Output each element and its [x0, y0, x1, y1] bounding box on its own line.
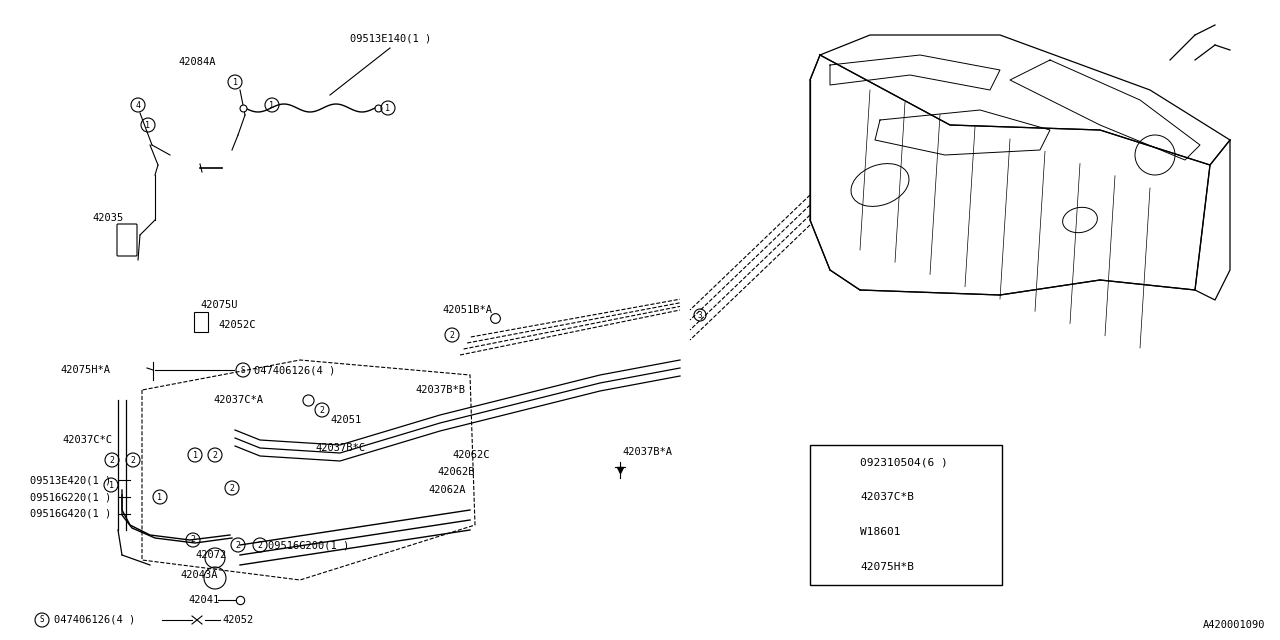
Text: 42062B: 42062B [436, 467, 475, 477]
Text: 1: 1 [233, 77, 238, 86]
Text: 42037B*B: 42037B*B [415, 385, 465, 395]
Text: 2: 2 [236, 541, 241, 550]
Bar [810, 445, 1002, 585]
Text: 42075H*A: 42075H*A [60, 365, 110, 375]
Text: 2: 2 [449, 330, 454, 339]
Text: 2: 2 [229, 483, 234, 493]
Text: 09516G420(1 ): 09516G420(1 ) [29, 509, 111, 519]
Text: 3: 3 [698, 310, 703, 319]
Text: 42062A: 42062A [428, 485, 466, 495]
Text: 4: 4 [136, 100, 141, 109]
Text: S: S [40, 616, 45, 625]
Text: 1: 1 [157, 493, 163, 502]
Text: 42051: 42051 [330, 415, 361, 425]
Text: 42052C: 42052C [218, 320, 256, 330]
Text: A420001090: A420001090 [1202, 620, 1265, 630]
Text: 092310504(6 ): 092310504(6 ) [860, 457, 947, 467]
Text: 1: 1 [146, 120, 151, 129]
Text: 09516G220(1 ): 09516G220(1 ) [29, 492, 111, 502]
Text: 2: 2 [191, 536, 196, 545]
Text: 1: 1 [270, 100, 274, 109]
Text: 4: 4 [828, 562, 835, 572]
Text: 2: 2 [257, 541, 262, 550]
Text: 1: 1 [828, 457, 835, 467]
Text: 42051B*A: 42051B*A [442, 305, 492, 315]
Text: 42072: 42072 [195, 550, 227, 560]
Text: 42037C*B: 42037C*B [860, 492, 914, 502]
Text: 09513E420(1 ): 09513E420(1 ) [29, 475, 111, 485]
Text: 1: 1 [192, 451, 197, 460]
Text: 2: 2 [131, 456, 136, 465]
Text: 2: 2 [828, 492, 835, 502]
Text: 42037C*C: 42037C*C [61, 435, 113, 445]
Text: 42052: 42052 [221, 615, 253, 625]
Text: W18601: W18601 [860, 527, 901, 537]
Text: 09513E140(1 ): 09513E140(1 ) [349, 33, 431, 43]
Text: 42037B*C: 42037B*C [315, 443, 365, 453]
Text: 42037B*A: 42037B*A [622, 447, 672, 457]
Text: 42037C*A: 42037C*A [212, 395, 262, 405]
FancyBboxPatch shape [195, 312, 207, 332]
Text: 2: 2 [212, 451, 218, 460]
Text: 42043A: 42043A [180, 570, 218, 580]
Text: 42075H*B: 42075H*B [860, 562, 914, 572]
Text: S: S [241, 365, 246, 374]
Text: 42062C: 42062C [452, 450, 489, 460]
Text: 42035: 42035 [92, 213, 123, 223]
Text: 3: 3 [828, 527, 835, 537]
Text: 09516G200(1 ): 09516G200(1 ) [268, 540, 349, 550]
Text: 1: 1 [385, 104, 390, 113]
Text: 1: 1 [109, 481, 114, 490]
Text: 42075U: 42075U [200, 300, 238, 310]
Text: 2: 2 [320, 406, 325, 415]
Text: 047406126(4 ): 047406126(4 ) [253, 365, 335, 375]
Text: 42041: 42041 [188, 595, 219, 605]
Text: 047406126(4 ): 047406126(4 ) [54, 615, 136, 625]
FancyBboxPatch shape [116, 224, 137, 256]
Text: 42084A: 42084A [178, 57, 215, 67]
Text: 2: 2 [110, 456, 114, 465]
